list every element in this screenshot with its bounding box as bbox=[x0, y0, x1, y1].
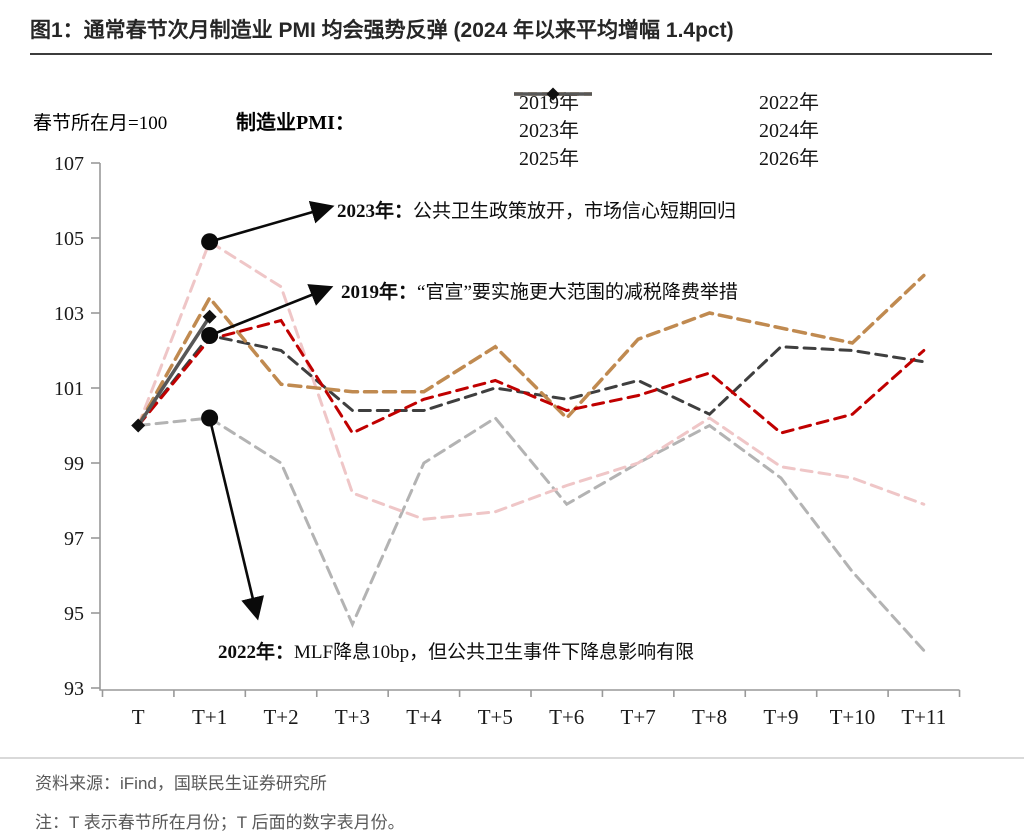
y-tick-label: 101 bbox=[54, 378, 84, 400]
annotation-arrow bbox=[209, 200, 335, 243]
annotation-2022-text: MLF降息10bp，但公共卫生事件下降息影响有限 bbox=[294, 642, 695, 663]
legend-swatch bbox=[514, 87, 592, 101]
legend-item-2024年: 2024年 bbox=[514, 92, 819, 143]
annotation-arrow bbox=[208, 417, 265, 621]
annotation-dot bbox=[201, 233, 219, 251]
diamond-marker bbox=[202, 309, 217, 324]
x-tick-label: T+10 bbox=[830, 705, 876, 729]
x-tick-label: T+7 bbox=[621, 705, 656, 729]
chart-canvas: 107 105 103 101 99 97 95 93 T T+1 T+2 T+3 T+4 T+5 T+6 T… bbox=[54, 153, 961, 729]
legend-item-2022年: 2022年 bbox=[514, 86, 819, 115]
legend-label: 2023年 bbox=[519, 119, 579, 142]
legend-label: 2025年 bbox=[519, 147, 579, 170]
x-tick-label: T+6 bbox=[549, 705, 584, 729]
source-line: 资料来源：iFind，国联民生证券研究所 bbox=[35, 774, 327, 793]
annotation-2019: 2019年：“官宣”要实施更大范围的减税降费举措 bbox=[341, 277, 738, 304]
x-tick-label: T+3 bbox=[335, 705, 370, 729]
y-tick-label: 103 bbox=[54, 303, 84, 325]
x-tick-label: T+2 bbox=[263, 705, 298, 729]
axis-unit-note: 春节所在月=100 bbox=[33, 113, 168, 134]
series-2022年 bbox=[136, 416, 926, 652]
y-tick-label: 107 bbox=[54, 153, 84, 175]
figure-title: 图1：通常春节次月制造业 PMI 均会强势反弹 (2024 年以来平均增幅 1.… bbox=[30, 19, 734, 42]
x-tick-label: T bbox=[132, 705, 145, 729]
annotation-dot bbox=[201, 327, 219, 344]
note-line: 注：T 表示春节所在月份；T 后面的数字表月份。 bbox=[35, 813, 405, 832]
series-2025年 bbox=[136, 318, 926, 435]
series-2023年 bbox=[136, 239, 926, 521]
annotation-arrow bbox=[209, 284, 334, 337]
y-tick-label: 95 bbox=[64, 603, 84, 625]
annotation-2019-year: 2019年： bbox=[341, 282, 418, 303]
x-tick-label: T+8 bbox=[692, 705, 727, 729]
legend-item-2025年: 2025年 bbox=[512, 92, 752, 171]
x-tick-label: T+9 bbox=[763, 705, 798, 729]
legend-label: 2026年 bbox=[759, 147, 819, 170]
legend-item-2026年: 2026年 bbox=[514, 87, 819, 171]
axis-lines bbox=[99, 163, 960, 691]
y-tick-label: 93 bbox=[64, 678, 84, 700]
x-tick-label: T+1 bbox=[192, 705, 227, 729]
chart-legend: 2019年 2022年 2023年 2024年 2025年 2026年 bbox=[512, 86, 819, 170]
x-tick-label: T+11 bbox=[901, 705, 946, 729]
series-2026年 bbox=[136, 315, 212, 428]
y-tick-label: 97 bbox=[64, 528, 84, 550]
figure-footer: 资料来源：iFind，国联民生证券研究所 注：T 表示春节所在月份；T 后面的数… bbox=[0, 757, 1024, 833]
annotation-2023-year: 2023年： bbox=[337, 201, 414, 222]
x-tick-label: T+5 bbox=[478, 705, 513, 729]
legend-label: 2024年 bbox=[759, 119, 819, 142]
figure-title-bar: 图1：通常春节次月制造业 PMI 均会强势反弹 (2024 年以来平均增幅 1.… bbox=[30, 14, 992, 55]
annotation-2023-text: 公共卫生政策放开，市场信心短期回归 bbox=[413, 201, 737, 222]
annotation-2019-text: “官宣”要实施更大范围的减税降费举措 bbox=[417, 282, 738, 303]
y-tick-label: 99 bbox=[64, 453, 84, 475]
annotation-2022-year: 2022年： bbox=[218, 642, 295, 663]
legend-label: 2019年 bbox=[519, 91, 579, 114]
diamond-marker bbox=[131, 418, 146, 433]
x-tick-label: T+4 bbox=[406, 705, 442, 729]
series-2024年 bbox=[136, 273, 926, 428]
annotation-dot bbox=[201, 409, 219, 427]
annotation-2023: 2023年：公共卫生政策放开，市场信心短期回归 bbox=[337, 196, 736, 223]
legend-label: 2022年 bbox=[759, 91, 819, 114]
series-2019年 bbox=[136, 333, 926, 427]
y-tick-label: 105 bbox=[54, 228, 84, 250]
annotation-2022: 2022年：MLF降息10bp，但公共卫生事件下降息影响有限 bbox=[218, 637, 694, 664]
series-name-note: 制造业PMI： bbox=[236, 112, 355, 134]
pmi-line-chart: 107 105 103 101 99 97 95 93 T T+1 T+2 T+3 T+4 T+5 T+6 T… bbox=[0, 60, 1024, 757]
legend-item-2023年: 2023年 bbox=[512, 92, 752, 143]
